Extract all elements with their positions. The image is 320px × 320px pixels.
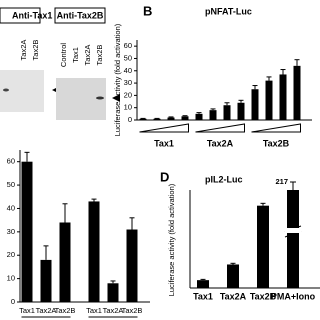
bar — [139, 118, 147, 120]
bar — [251, 89, 259, 120]
x-tick-label: Tax2A — [36, 306, 57, 315]
bar — [209, 110, 217, 120]
y-tick-label: 40 — [124, 66, 132, 75]
x-tick-label: Tax1 — [19, 306, 35, 315]
y-tick-label: 50 — [124, 53, 132, 62]
dose-wedge — [195, 123, 245, 133]
y-tick-label: 60 — [124, 41, 132, 50]
group-label: Tax2A — [207, 138, 234, 148]
bar — [153, 118, 161, 120]
bar — [223, 105, 231, 120]
x-tick-label: Tax2B — [250, 291, 277, 301]
x-tick-label: Tax1 — [86, 306, 102, 315]
band — [3, 88, 9, 92]
bar — [88, 201, 100, 302]
lane-label: Tax2A — [83, 45, 92, 66]
bar — [40, 259, 52, 302]
group-label: Tax1 — [154, 138, 174, 148]
x-tick-label: Tax2A — [103, 306, 124, 315]
y-tick-label: 40 — [7, 203, 15, 212]
bar — [293, 65, 301, 120]
x-tick-label: Tax2B — [55, 306, 76, 315]
chart-title: pIL2-Luc — [205, 174, 243, 184]
bar — [257, 205, 269, 288]
dose-wedge — [139, 123, 189, 133]
bar — [265, 80, 273, 120]
header-box — [0, 7, 41, 24]
y-tick-label: 10 — [124, 103, 132, 112]
y-tick-label: 0 — [128, 115, 132, 124]
bar — [237, 102, 245, 120]
dose-wedge — [251, 123, 301, 133]
bar — [279, 74, 287, 120]
x-tick-label: Tax2A — [220, 291, 247, 301]
header-box — [54, 7, 106, 24]
y-tick-label: 10 — [7, 274, 15, 283]
bar — [181, 116, 189, 120]
y-axis-label: Luciferase activity (fold activation) — [113, 23, 122, 136]
bar — [107, 283, 119, 302]
bar — [195, 113, 203, 120]
x-tick-label: Tax2B — [122, 306, 143, 315]
blot-header: Anti-Tax1 — [12, 10, 52, 20]
blot-header: Anti-Tax2B — [57, 10, 104, 20]
y-tick-label: 30 — [7, 227, 15, 236]
panel-label: D — [160, 169, 169, 184]
bar — [167, 117, 175, 120]
bar — [126, 229, 138, 302]
y-tick-label: 0 — [11, 297, 15, 306]
lane-label: Tax1 — [71, 47, 80, 63]
y-tick-label: 50 — [7, 180, 15, 189]
arrow — [112, 94, 120, 102]
x-tick-label: Tax1 — [193, 291, 213, 301]
bar — [59, 222, 71, 302]
data-label: 217 — [275, 177, 288, 186]
bar — [21, 161, 33, 302]
lane-label: Tax2A — [19, 40, 28, 61]
y-tick-label: 20 — [124, 90, 132, 99]
band — [96, 96, 104, 100]
lane-label: Control — [59, 43, 68, 68]
lane-label: Tax2B — [95, 45, 104, 66]
y-tick-label: 60 — [7, 157, 15, 166]
y-axis-label: Luciferase activity (fold activation) — [167, 183, 176, 296]
group-label: Tax2B — [263, 138, 290, 148]
bar — [197, 280, 209, 288]
lane-label: Tax2B — [31, 40, 40, 61]
x-tick-label: PMA+Iono — [271, 291, 316, 301]
break-gap — [285, 228, 301, 233]
bar — [227, 264, 239, 288]
chart-title: pNFAT-Luc — [205, 6, 252, 16]
y-tick-label: 30 — [124, 78, 132, 87]
y-tick-label: 20 — [7, 250, 15, 259]
panel-label: B — [143, 3, 152, 18]
bar — [287, 190, 299, 288]
